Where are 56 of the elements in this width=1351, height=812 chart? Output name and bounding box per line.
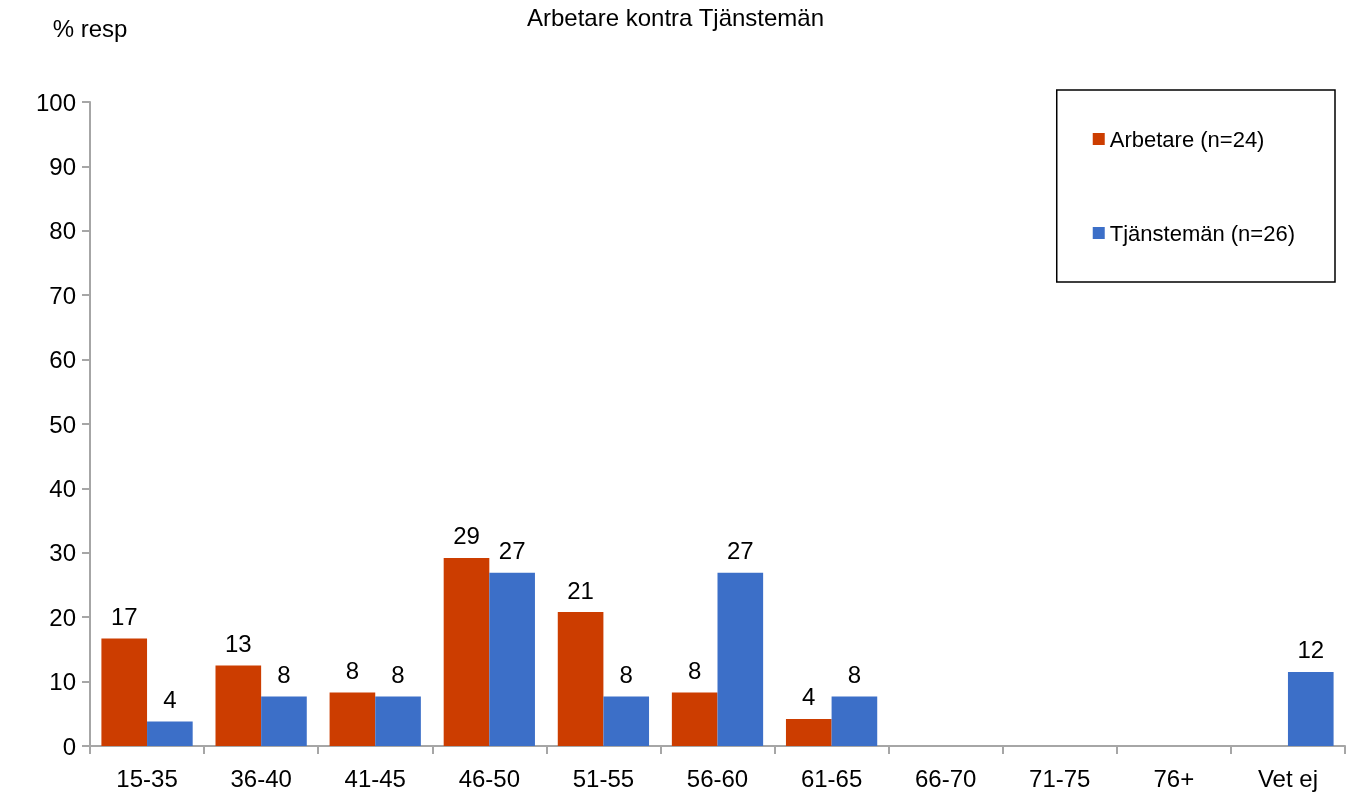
bar xyxy=(557,612,604,746)
data-label: 4 xyxy=(802,683,816,711)
data-label: 21 xyxy=(567,576,594,604)
x-tick-label: Vet ej xyxy=(1257,764,1318,792)
bar xyxy=(785,718,832,746)
data-label: 12 xyxy=(1297,636,1325,664)
data-label: 27 xyxy=(726,537,754,565)
y-tick-label: 100 xyxy=(35,88,76,116)
x-tick-label: 76+ xyxy=(1153,764,1195,792)
bar xyxy=(671,692,718,746)
y-tick-label: 50 xyxy=(49,410,76,438)
bar xyxy=(1287,671,1334,746)
data-label: 17 xyxy=(110,602,138,630)
x-tick-label: 46-50 xyxy=(458,764,521,792)
bar xyxy=(603,696,650,746)
bar xyxy=(717,572,764,746)
bar xyxy=(329,692,376,746)
data-label: 8 xyxy=(847,660,862,688)
x-tick-label: 71-75 xyxy=(1029,764,1091,792)
bar xyxy=(489,572,535,746)
y-tick-label: 90 xyxy=(49,152,76,180)
bar xyxy=(101,638,148,746)
y-tick-label: 0 xyxy=(62,732,76,760)
y-tick-label: 10 xyxy=(49,668,76,696)
bar xyxy=(261,696,307,746)
data-label: 8 xyxy=(391,660,405,688)
x-tick-label: 56-60 xyxy=(686,764,749,792)
x-tick-label: 51-55 xyxy=(572,764,635,792)
y-tick-label: 20 xyxy=(49,603,76,631)
data-label: 27 xyxy=(498,537,526,565)
chart-title: Arbetare kontra Tjänstemän xyxy=(526,3,825,31)
x-tick-label: 61-65 xyxy=(800,764,863,792)
bar xyxy=(831,696,878,746)
data-label: 13 xyxy=(224,630,252,657)
y-axis-title: % resp xyxy=(52,14,128,42)
bar xyxy=(375,696,421,746)
data-label: 29 xyxy=(453,522,480,550)
x-tick-label: 15-35 xyxy=(116,764,178,792)
data-label: 8 xyxy=(345,657,360,685)
data-label: 4 xyxy=(163,686,177,714)
legend-label: Tjänstemän (n=26) xyxy=(1109,220,1296,246)
y-tick-label: 30 xyxy=(49,539,76,567)
bar xyxy=(147,721,193,746)
y-tick-label: 60 xyxy=(49,346,76,374)
x-tick-label: 66-70 xyxy=(914,764,977,792)
data-label: 8 xyxy=(688,657,702,685)
x-tick-label: 36-40 xyxy=(230,764,292,792)
bar xyxy=(215,665,262,746)
bar xyxy=(443,557,490,746)
x-tick-label: 41-45 xyxy=(344,764,406,792)
y-tick-label: 40 xyxy=(49,474,76,502)
y-tick-label: 80 xyxy=(49,217,76,245)
data-label: 8 xyxy=(277,660,291,688)
y-tick-label: 70 xyxy=(49,281,76,309)
data-label: 8 xyxy=(619,660,633,688)
legend-label: Arbetare (n=24) xyxy=(1109,126,1265,152)
